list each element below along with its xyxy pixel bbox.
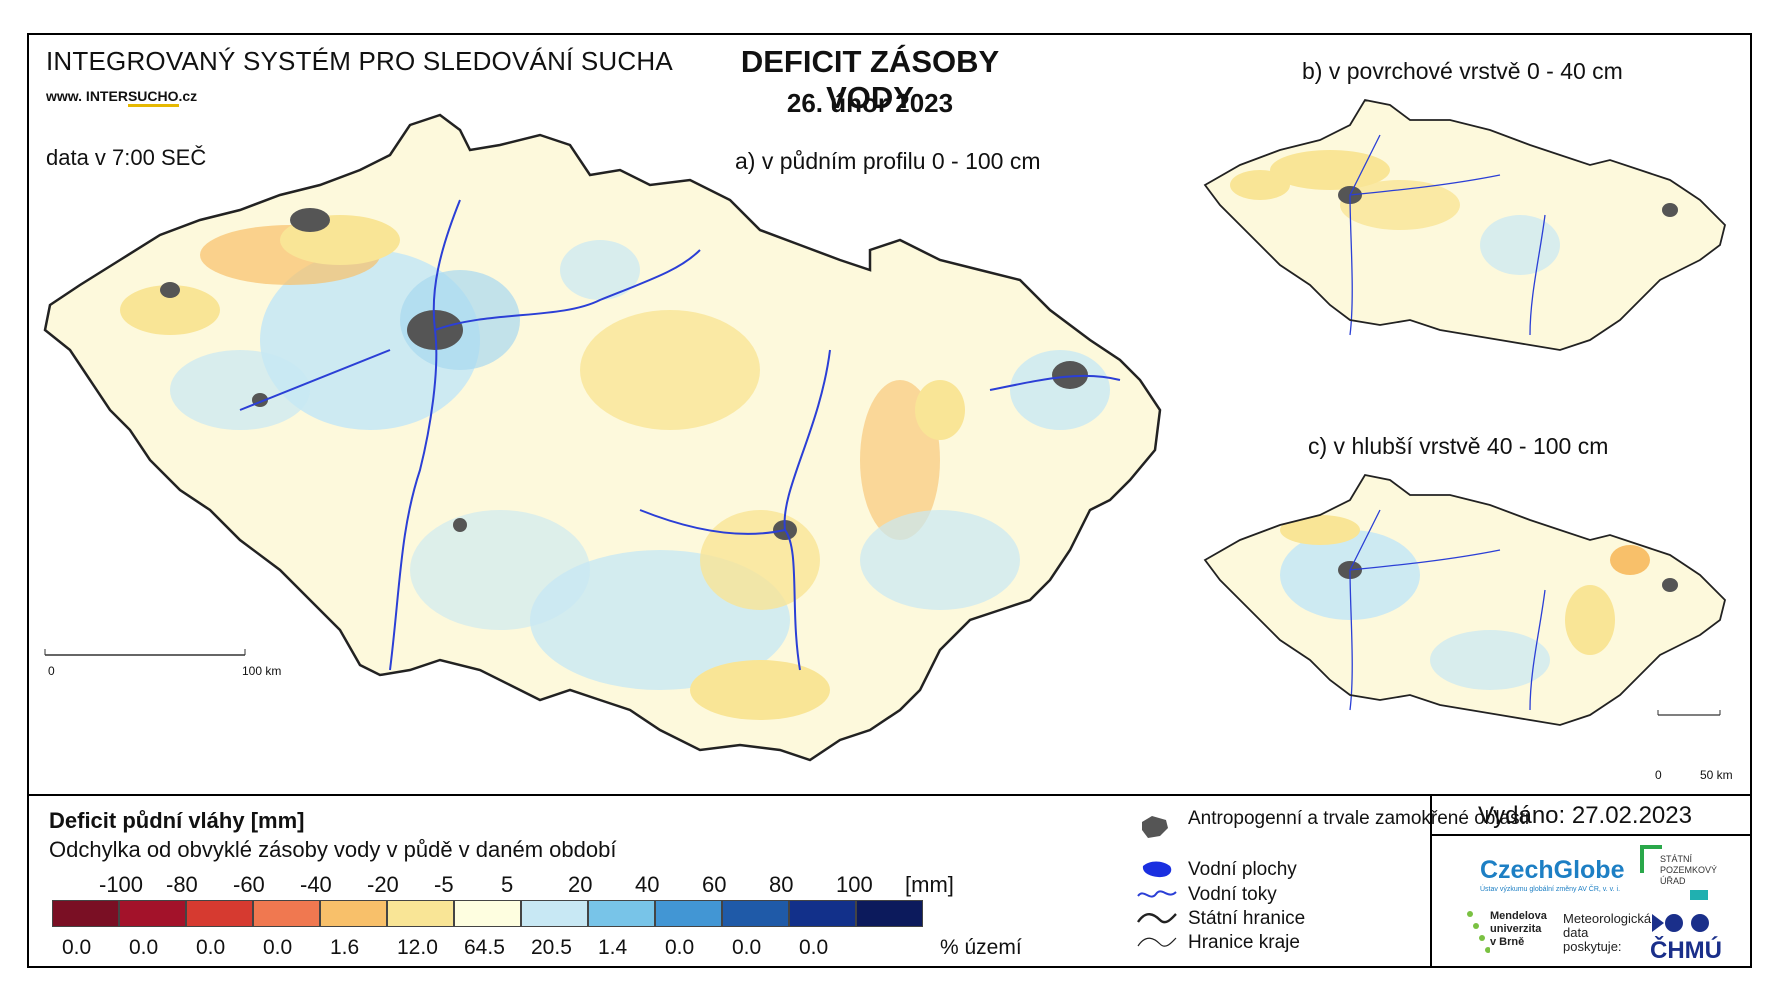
legend-color-cell <box>387 900 454 927</box>
website-link[interactable]: www. INTERSUCHO.cz <box>46 88 197 107</box>
legend-subtitle: Odchylka od obvyklé zásoby vody v půdě v… <box>49 837 617 862</box>
legend-pct-unit: % území <box>940 936 1022 959</box>
legend-percentage: 1.6 <box>330 936 360 959</box>
small-scale-end: 50 km <box>1700 768 1733 782</box>
legend-percentage: 1.4 <box>598 936 628 959</box>
legend-break-label: 20 <box>568 872 593 897</box>
spu-logo[interactable]: STÁTNÍ POZEMKOVÝ ÚŘAD <box>1660 854 1718 886</box>
meteo-credit: Meteorologická data poskytuje: <box>1563 911 1652 954</box>
water-body-icon <box>1142 861 1172 878</box>
legend-percentage: 0.0 <box>62 936 92 959</box>
system-title: INTEGROVANÝ SYSTÉM PRO SLEDOVÁNÍ SUCHA <box>46 46 673 76</box>
map-a-scalebar <box>44 649 246 656</box>
legend-color-cell <box>186 900 253 927</box>
legend-break-label: -80 <box>166 872 198 897</box>
legend-item-label: Antropogenní a trvale zamokřené oblasti <box>1188 808 1530 829</box>
legend-item-label: Hranice kraje <box>1188 932 1300 953</box>
urban-area-icon <box>1142 816 1168 838</box>
mendel-dots-icon <box>1467 911 1490 953</box>
legend-break-label: 5 <box>501 872 514 897</box>
map-b-label: b) v povrchové vrstvě 0 - 40 cm <box>1302 58 1623 84</box>
legend-color-cell <box>588 900 655 927</box>
spu-logo-icon <box>1640 845 1662 873</box>
issued-date: Vydáno: 27.02.2023 <box>1478 802 1692 829</box>
legend-percentage: 0.0 <box>196 936 226 959</box>
legend-item-label: Státní hranice <box>1188 908 1306 929</box>
region-border-icon <box>1137 937 1177 947</box>
legend-color-cell <box>789 900 856 927</box>
legend-percentage: 0.0 <box>665 936 695 959</box>
legend-break-label: -5 <box>434 872 454 897</box>
chmu-logo[interactable]: ČHMÚ <box>1650 937 1722 964</box>
spu-accent-icon <box>1690 890 1708 900</box>
scale-zero: 0 <box>48 664 55 678</box>
legend-color-cell <box>320 900 387 927</box>
scale-end: 100 km <box>242 664 282 678</box>
legend-color-cell <box>521 900 588 927</box>
legend-break-label: 40 <box>635 872 660 897</box>
czechglobe-logo[interactable]: CzechGlobe <box>1480 856 1625 884</box>
legend-color-cell <box>52 900 119 927</box>
legend-title: Deficit půdní vláhy [mm] <box>49 808 305 833</box>
legend-divider <box>27 794 1752 796</box>
legend-break-label: -40 <box>300 872 332 897</box>
legend-break-label: 100 <box>836 872 873 897</box>
river-icon <box>1137 890 1177 898</box>
legend-item-label: Vodní toky <box>1188 884 1277 905</box>
map-date: 26. únor 2023 <box>786 88 954 118</box>
legend-break-label: -20 <box>367 872 399 897</box>
map-c <box>1204 474 1726 726</box>
legend-color-scale <box>52 900 923 927</box>
legend-percentage: 0.0 <box>799 936 829 959</box>
legend-percentage: 64.5 <box>464 936 505 959</box>
map-a <box>43 113 1162 762</box>
legend-break-label: 80 <box>769 872 794 897</box>
legend-break-label: -60 <box>233 872 265 897</box>
map-frame <box>27 33 1752 968</box>
legend-color-cell <box>722 900 789 927</box>
legend-color-cell <box>655 900 722 927</box>
data-time: data v 7:00 SEČ <box>46 145 207 170</box>
legend-percentage: 12.0 <box>397 936 438 959</box>
legend-percentage: 0.0 <box>732 936 762 959</box>
legend-break-label: -100 <box>99 872 144 897</box>
map-c-label: c) v hlubší vrstvě 40 - 100 cm <box>1308 433 1609 459</box>
legend-percentage: 0.0 <box>263 936 293 959</box>
state-border-icon <box>1137 913 1177 924</box>
legend-percentage: 0.0 <box>129 936 159 959</box>
legend-break-label: 60 <box>702 872 727 897</box>
legend-color-cell <box>253 900 320 927</box>
mendel-logo[interactable]: Mendelova univerzita v Brně <box>1490 910 1547 948</box>
legend-color-cell <box>454 900 521 927</box>
main-title: DEFICIT ZÁSOBY VODY <box>740 44 1000 115</box>
legend-vertical-divider <box>1430 794 1432 968</box>
legend-color-cell <box>119 900 186 927</box>
legend-unit: [mm] <box>905 872 954 897</box>
legend-percentage: 20.5 <box>531 936 572 959</box>
map-a-rivers <box>239 199 1121 671</box>
map-b <box>1204 99 1726 351</box>
small-scale-zero: 0 <box>1655 768 1662 782</box>
legend-item-label: Vodní plochy <box>1188 859 1297 880</box>
map-a-deficit-patches <box>120 215 1110 720</box>
map-a-label: a) v půdním profilu 0 - 100 cm <box>735 148 1041 174</box>
issued-divider <box>1430 834 1752 836</box>
legend-color-cell <box>856 900 923 927</box>
chmu-logo-icon <box>1652 914 1709 932</box>
czechglobe-subtitle: Ústav výzkumu globální změny AV ČR, v. v… <box>1480 886 1621 893</box>
